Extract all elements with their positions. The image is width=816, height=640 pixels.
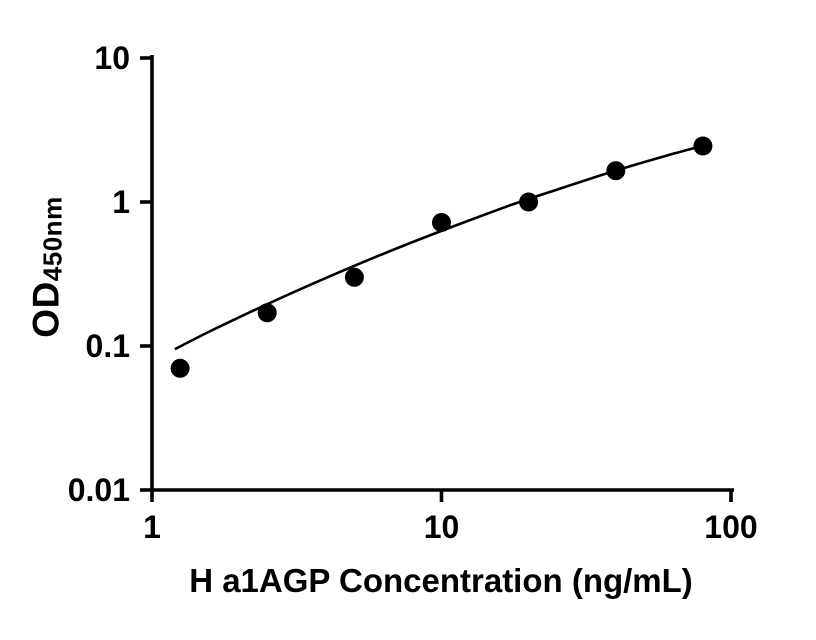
data-point <box>432 213 451 232</box>
y-axis-title-sub: 450nm <box>37 196 68 282</box>
data-point <box>693 136 713 156</box>
data-point <box>170 358 190 378</box>
x-tick-label: 100 <box>704 509 757 545</box>
y-axis-title-main: OD <box>25 281 67 338</box>
data-point <box>519 192 539 212</box>
y-tick-label: 1 <box>112 184 130 220</box>
x-tick-label: 10 <box>424 509 460 545</box>
fit-curve <box>174 144 704 351</box>
y-tick-label: 10 <box>94 40 130 76</box>
y-tick-label: 0.1 <box>86 328 130 364</box>
data-point <box>257 303 277 323</box>
data-point <box>606 161 626 181</box>
x-axis-title: H a1AGP Concentration (ng/mL) <box>189 562 693 599</box>
x-tick-label: 1 <box>143 509 161 545</box>
data-point <box>344 267 364 287</box>
y-axis-title: OD450nm <box>25 196 68 337</box>
y-tick-label: 0.01 <box>68 472 130 508</box>
